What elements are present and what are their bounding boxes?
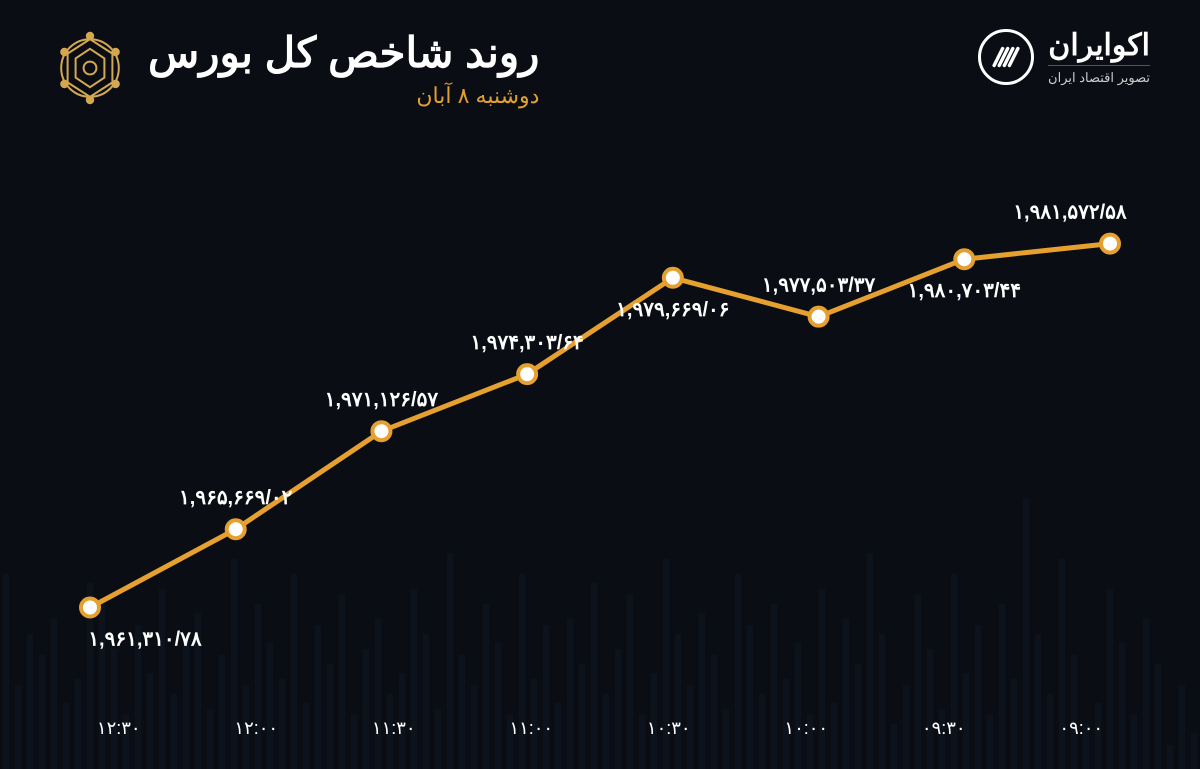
main-title: روند شاخص کل بورس <box>148 28 539 77</box>
chart-marker <box>1101 235 1119 253</box>
x-axis-tick: ۰۹:۳۰ <box>875 718 1013 739</box>
point-value-label: ۱,۹۷۴,۳۰۳/۶۴ <box>470 332 583 354</box>
chart-marker <box>227 520 245 538</box>
point-value-label: ۱,۹۸۰,۷۰۳/۴۴ <box>908 280 1021 302</box>
x-axis-tick: ۱۱:۰۰ <box>463 718 601 739</box>
point-value-label: ۱,۹۷۹,۶۶۹/۰۶ <box>616 299 729 321</box>
chart-marker <box>518 365 536 383</box>
x-axis: ۰۹:۰۰۰۹:۳۰۱۰:۰۰۱۰:۳۰۱۱:۰۰۱۱:۳۰۱۲:۰۰۱۲:۳۰ <box>50 718 1150 739</box>
subtitle: دوشنبه ۸ آبان <box>148 83 539 109</box>
x-axis-tick: ۰۹:۰۰ <box>1013 718 1151 739</box>
brand-tagline: تصویر اقتصاد ایران <box>1048 65 1150 86</box>
chart-marker <box>664 269 682 287</box>
point-value-label: ۱,۹۷۱,۱۲۶/۵۷ <box>325 389 439 411</box>
x-axis-tick: ۱۲:۰۰ <box>188 718 326 739</box>
chart-marker <box>81 598 99 616</box>
x-axis-tick: ۱۰:۰۰ <box>738 718 876 739</box>
point-value-label: ۱,۹۶۱,۳۱۰/۷۸ <box>88 628 202 650</box>
header: اکوایران تصویر اقتصاد ایران روند شاخص کل… <box>50 28 1150 109</box>
title-block: روند شاخص کل بورس دوشنبه ۸ آبان <box>50 28 539 109</box>
point-value-label: ۱,۹۷۷,۵۰۳/۳۷ <box>762 275 876 297</box>
point-value-label: ۱,۹۶۵,۶۶۹/۰۲ <box>179 487 293 509</box>
chart-marker <box>810 308 828 326</box>
chart-marker <box>372 422 390 440</box>
line-chart: ۱,۹۶۱,۳۱۰/۷۸ ۱,۹۶۵,۶۶۹/۰۲ ۱,۹۷۱,۱۲۶/۵۷ ۱,۹۷… <box>50 160 1150 709</box>
x-axis-tick: ۱۲:۳۰ <box>50 718 188 739</box>
x-axis-tick: ۱۱:۳۰ <box>325 718 463 739</box>
brand-logo-icon <box>978 29 1034 85</box>
x-axis-tick: ۱۰:۳۰ <box>600 718 738 739</box>
brand-name: اکوایران <box>1048 28 1150 63</box>
chart-marker <box>955 250 973 268</box>
brand-block: اکوایران تصویر اقتصاد ایران <box>978 28 1150 86</box>
point-value-label: ۱,۹۸۱,۵۷۲/۵۸ <box>1013 202 1127 224</box>
emblem-icon <box>50 28 130 108</box>
